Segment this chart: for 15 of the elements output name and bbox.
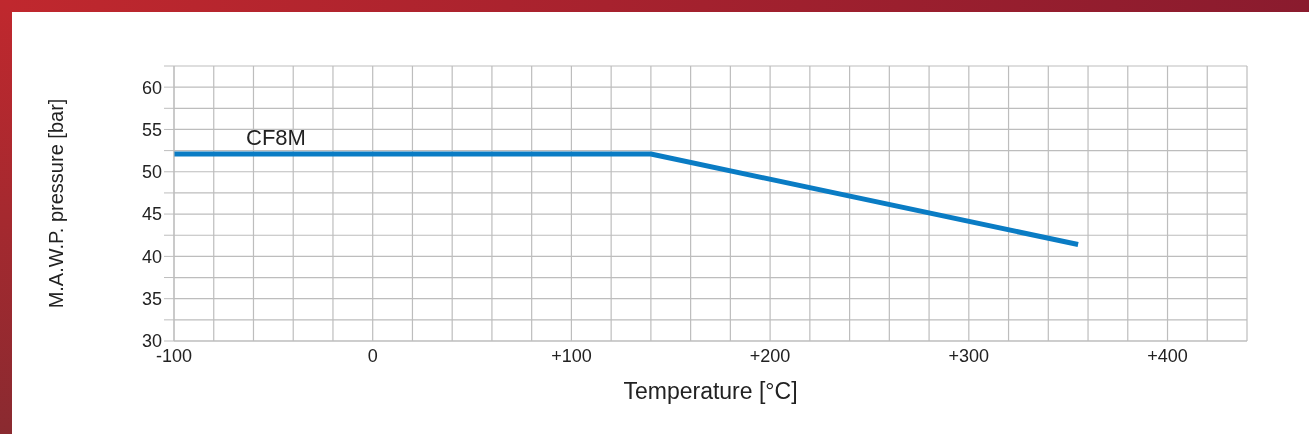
y-tick-label: 30 [141,331,162,352]
x-tick-label: 0 [367,345,378,366]
y-tick-label: 40 [141,246,162,267]
x-tick-label: +100 [551,345,592,366]
x-tick-label: +300 [948,345,990,366]
y-tick-label: 45 [141,204,162,225]
x-tick-label: +200 [749,345,791,366]
y-tick-label: 60 [141,77,162,98]
x-axis-title: Temperature [°C] [623,378,798,405]
x-tick-label: +400 [1147,345,1188,366]
y-tick-label: 35 [141,289,162,310]
y-tick-label: 55 [141,119,162,140]
series-label: CF8M [246,125,306,150]
y-tick-label: 50 [141,162,162,183]
y-axis-title: M.A.W.P. pressure [bar] [45,98,68,309]
